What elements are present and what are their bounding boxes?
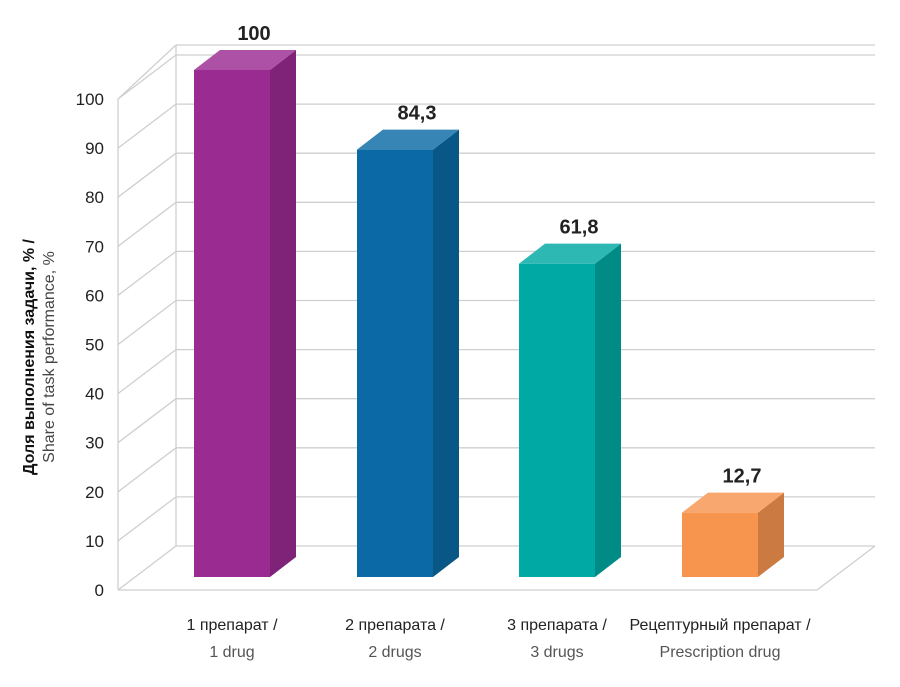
y-tick-label: 40 (85, 385, 104, 404)
category-label-line1: 2 препарата / (345, 617, 445, 634)
y-tick-label: 20 (85, 483, 104, 502)
gridline-diagonal (117, 152, 177, 198)
y-tick-label: 70 (85, 237, 104, 256)
bar (194, 50, 296, 577)
bar-front (357, 149, 433, 577)
y-axis-title: Доля выполнения задачи, % / Share of tas… (21, 239, 58, 475)
gridline-diagonal (117, 54, 177, 100)
value-label: 84,3 (398, 103, 437, 125)
value-label: 61,8 (560, 217, 599, 239)
bar-top (682, 492, 784, 513)
bar-side (270, 50, 296, 577)
category-label-line2: 1 drug (209, 644, 254, 661)
gridline-diagonal (117, 103, 177, 149)
gridline-diagonal (117, 201, 177, 247)
y-tick-label: 30 (85, 434, 104, 453)
bar-side (758, 492, 784, 577)
category-label-line2: 3 drugs (530, 644, 583, 661)
gridline-diagonal (117, 447, 177, 493)
gridline-diagonal (117, 496, 177, 542)
y-tick-label: 80 (85, 188, 104, 207)
category-label-line2: 2 drugs (368, 644, 421, 661)
bar (357, 129, 459, 577)
bar (682, 492, 784, 577)
bar-side (595, 243, 621, 577)
floor-right-edge (816, 545, 876, 591)
bar-front (519, 263, 595, 577)
value-label: 12,7 (723, 466, 762, 488)
value-label: 100 (237, 23, 270, 45)
y-tick-label: 50 (85, 336, 104, 355)
bar-top (194, 50, 296, 70)
y-axis-ticks: 0 10 20 30 40 50 60 70 80 90 100 (76, 90, 104, 600)
category-label-line1: 3 препарата / (507, 617, 607, 634)
gridline-diagonal-top (117, 44, 177, 100)
value-labels: 100 84,3 61,8 12,7 (237, 23, 761, 488)
gridline-diagonal (117, 349, 177, 395)
y-tick-label: 90 (85, 139, 104, 158)
y-tick-label: 100 (76, 90, 104, 109)
y-tick-label: 0 (95, 581, 104, 600)
y-tick-label: 60 (85, 286, 104, 305)
bar-front (682, 512, 758, 577)
category-label-line1: 1 препарат / (186, 617, 278, 634)
gridline-diagonal (117, 299, 177, 346)
y-tick-label: 10 (85, 532, 104, 551)
bars (194, 50, 784, 577)
gridline-diagonal (117, 545, 177, 591)
gridline-diagonal (117, 398, 177, 444)
x-axis-categories: 1 препарат / 1 drug 2 препарата / 2 drugs 3 … (186, 617, 811, 661)
y-axis-title-line2: Share of task performance, % (41, 251, 58, 463)
category-label-line1: Рецептурный препарат / (629, 617, 811, 634)
bar-front (194, 70, 270, 577)
bar-top (357, 129, 459, 150)
bar (519, 243, 621, 577)
gridline-diagonal (117, 250, 177, 296)
category-label-line2: Prescription drug (660, 644, 781, 661)
bar-top (519, 243, 621, 264)
bar-side (433, 129, 459, 577)
y-axis-title-line1: Доля выполнения задачи, % / (21, 239, 38, 475)
